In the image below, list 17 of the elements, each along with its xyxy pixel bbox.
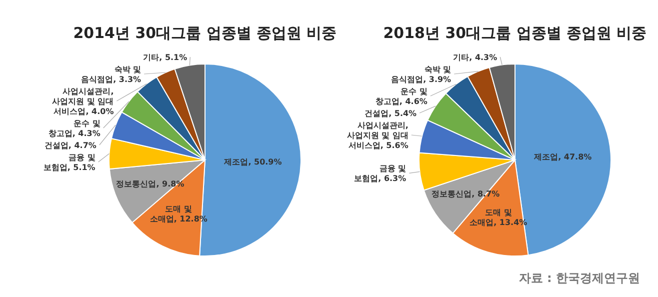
chart-title: 2018년 30대그룹 업종별 종업원 비중: [383, 24, 647, 42]
slice-label: 제조업, 50.9%: [223, 157, 282, 166]
slice-label: 금융 및 보험업, 5.1%: [43, 153, 96, 172]
slice-label: 건설업, 4.7%: [44, 141, 96, 150]
slice-label: 기타, 4.3%: [453, 53, 498, 62]
text: 자료 : 한국경제연구원: [518, 271, 640, 285]
slice-label: 운수 및 창고업, 4.3%: [48, 119, 100, 138]
slice-label: 기타, 5.1%: [143, 53, 188, 62]
slice-label: 운수 및 창고업, 4.6%: [375, 87, 428, 106]
slice-label: 제조업, 47.8%: [533, 152, 592, 162]
chart-title: 2014년 30대그룹 업종별 종업원 비중: [73, 24, 337, 42]
slice-label: 건설업, 5.4%: [364, 109, 417, 118]
slice-label: 사업시설관리, 사업지원 및 임대 서비스업, 4.0%: [52, 87, 114, 116]
slice-label: 숙박 및 음식점업, 3.9%: [391, 65, 452, 84]
slice-label: 금융 및 보험업, 6.3%: [354, 164, 406, 184]
slice-label: 숙박 및 음식점업, 3.3%: [81, 65, 142, 84]
slice-label: 사업시설관리, 사업지원 및 임대 서비스업, 5.6%: [346, 121, 408, 150]
